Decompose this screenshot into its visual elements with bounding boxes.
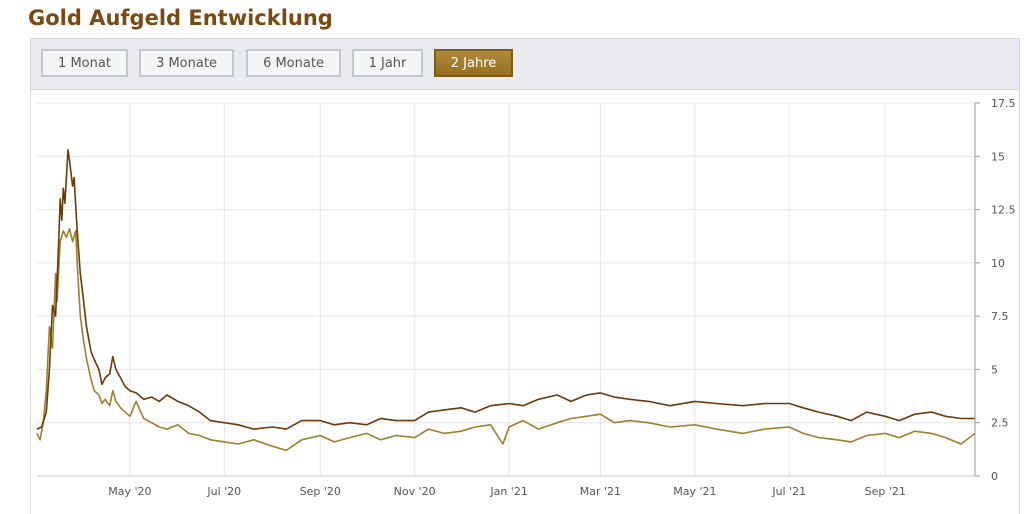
- range-button-1-jahr[interactable]: 1 Jahr: [352, 49, 423, 77]
- x-tick-label: May '20: [108, 485, 151, 498]
- y-tick-label: 17.5: [991, 97, 1016, 110]
- series-lines: [36, 149, 976, 452]
- x-tick-label: Jul '20: [206, 485, 241, 498]
- y-tick-label: 15: [991, 150, 1005, 163]
- x-tick-label: Mar '21: [580, 485, 621, 498]
- y-tick-label: 7.5: [991, 310, 1009, 323]
- x-tick-label: Sep '20: [300, 485, 341, 498]
- y-tick-label: 12.5: [991, 204, 1016, 217]
- range-button-1-monat[interactable]: 1 Monat: [41, 49, 128, 77]
- y-tick-label: 0: [991, 470, 998, 483]
- y-tick-label: 10: [991, 257, 1005, 270]
- axes: 0 2.5 5 7.5 10 12.5 15 17.5 May '20 Jul '20 Sep '2…: [37, 97, 1016, 498]
- series-line-dark: [36, 149, 975, 430]
- range-button-6-monate[interactable]: 6 Monate: [246, 49, 341, 77]
- x-tick-label: Jul '21: [771, 485, 806, 498]
- range-button-2-jahre[interactable]: 2 Jahre: [434, 49, 513, 77]
- y-tick-label: 5: [991, 363, 998, 376]
- series-line-light: [36, 228, 976, 452]
- range-button-3-monate[interactable]: 3 Monate: [139, 49, 234, 77]
- range-toolbar: 1 Monat 3 Monate 6 Monate 1 Jahr 2 Jahre: [31, 39, 1019, 90]
- x-tick-label: Sep '21: [865, 485, 906, 498]
- x-tick-label: Nov '20: [394, 485, 436, 498]
- x-tick-label: Jan '21: [489, 485, 527, 498]
- x-tick-label: May '21: [673, 485, 716, 498]
- page-title: Gold Aufgeld Entwicklung: [28, 6, 333, 30]
- y-tick-label: 2.5: [991, 417, 1009, 430]
- grid-lines: [37, 102, 975, 476]
